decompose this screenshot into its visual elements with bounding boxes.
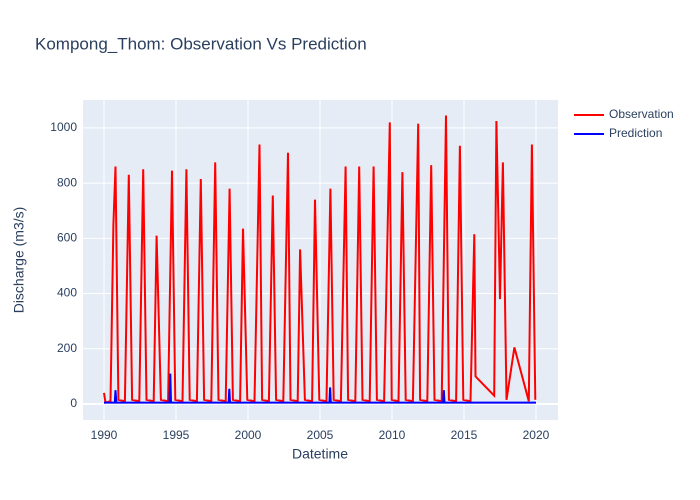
- x-tick-label: 1990: [91, 428, 118, 442]
- x-tick-label: 1995: [163, 428, 190, 442]
- y-tick-label: 0: [70, 396, 77, 410]
- x-tick-label: 2000: [235, 428, 262, 442]
- y-tick-label: 1000: [50, 120, 77, 134]
- legend-label: Prediction: [609, 126, 662, 140]
- y-axis-title: Discharge (m3/s): [11, 207, 27, 314]
- data-line: [104, 373, 536, 404]
- x-tick-label: 2015: [451, 428, 478, 442]
- legend-label: Observation: [609, 107, 674, 121]
- y-tick-label: 800: [57, 175, 77, 189]
- y-tick-label: 600: [57, 230, 77, 244]
- data-line: [103, 115, 537, 404]
- x-axis-title: Datetime: [292, 446, 348, 462]
- x-tick-label: 2010: [379, 428, 406, 442]
- x-tick-label: 2020: [523, 428, 550, 442]
- plot-area: [83, 100, 558, 420]
- chart-title: Kompong_Thom: Observation Vs Prediction: [35, 34, 367, 53]
- y-tick-label: 200: [57, 341, 77, 355]
- x-tick-label: 2005: [307, 428, 334, 442]
- y-tick-label: 400: [57, 286, 77, 300]
